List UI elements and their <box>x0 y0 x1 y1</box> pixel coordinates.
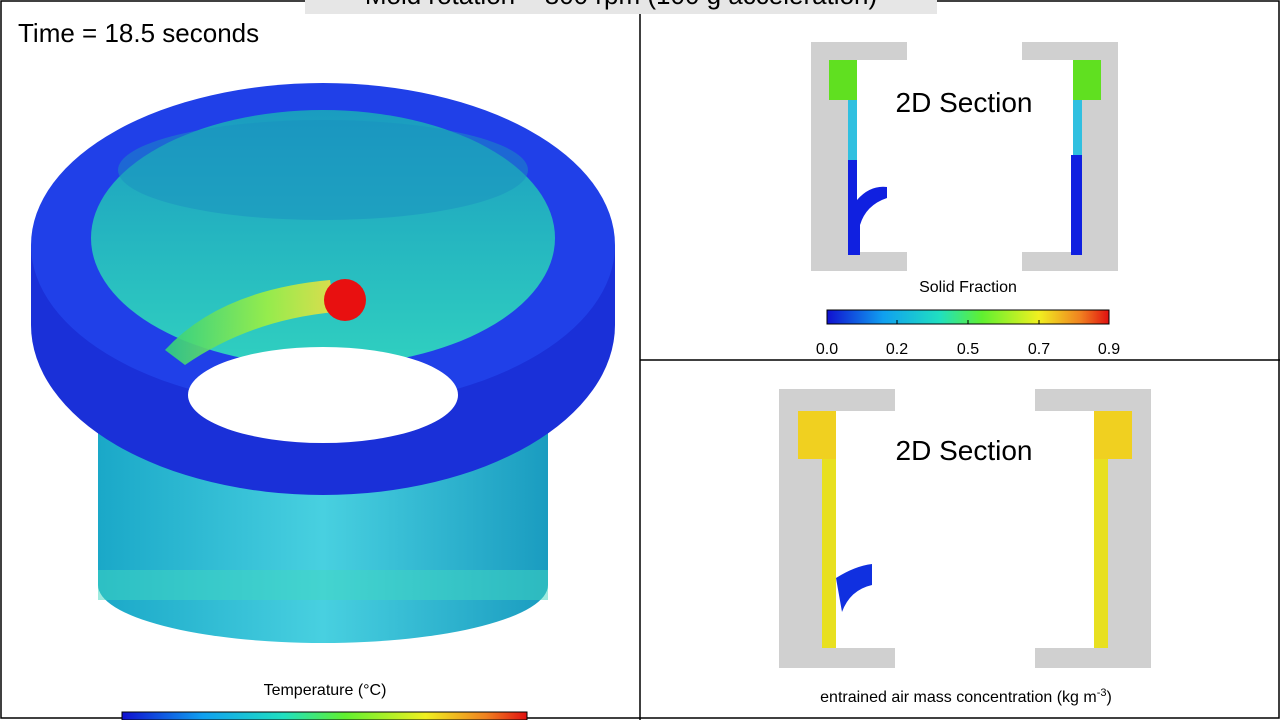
legend-closing: ) <box>1107 689 1112 706</box>
section-view <box>779 389 1151 668</box>
section-label: 2D Section <box>896 435 1033 466</box>
time-label: Time = 18.5 seconds <box>18 18 259 48</box>
legend-text: entrained air mass concentration (kg m <box>820 689 1097 706</box>
tick-label: 0.9 <box>1098 341 1120 358</box>
tick-label: 0.7 <box>1028 341 1050 358</box>
title-box <box>305 0 937 14</box>
title: Mold rotation = 800 rpm (100 g accelerat… <box>365 0 877 10</box>
legend-title: Temperature (°C) <box>264 682 387 699</box>
mold-render <box>31 83 615 643</box>
section-view <box>811 42 1118 271</box>
colorbar <box>121 711 528 720</box>
tick-label: 0.2 <box>886 341 908 358</box>
legend-title: entrained air mass concentration (kg m-3… <box>820 687 1112 706</box>
legend-superscript: -3 <box>1097 687 1107 699</box>
tick-label: 0.5 <box>957 341 979 358</box>
legend-title: Solid Fraction <box>919 279 1017 296</box>
tick-label: 0.0 <box>816 341 838 358</box>
section-label: 2D Section <box>896 87 1033 118</box>
